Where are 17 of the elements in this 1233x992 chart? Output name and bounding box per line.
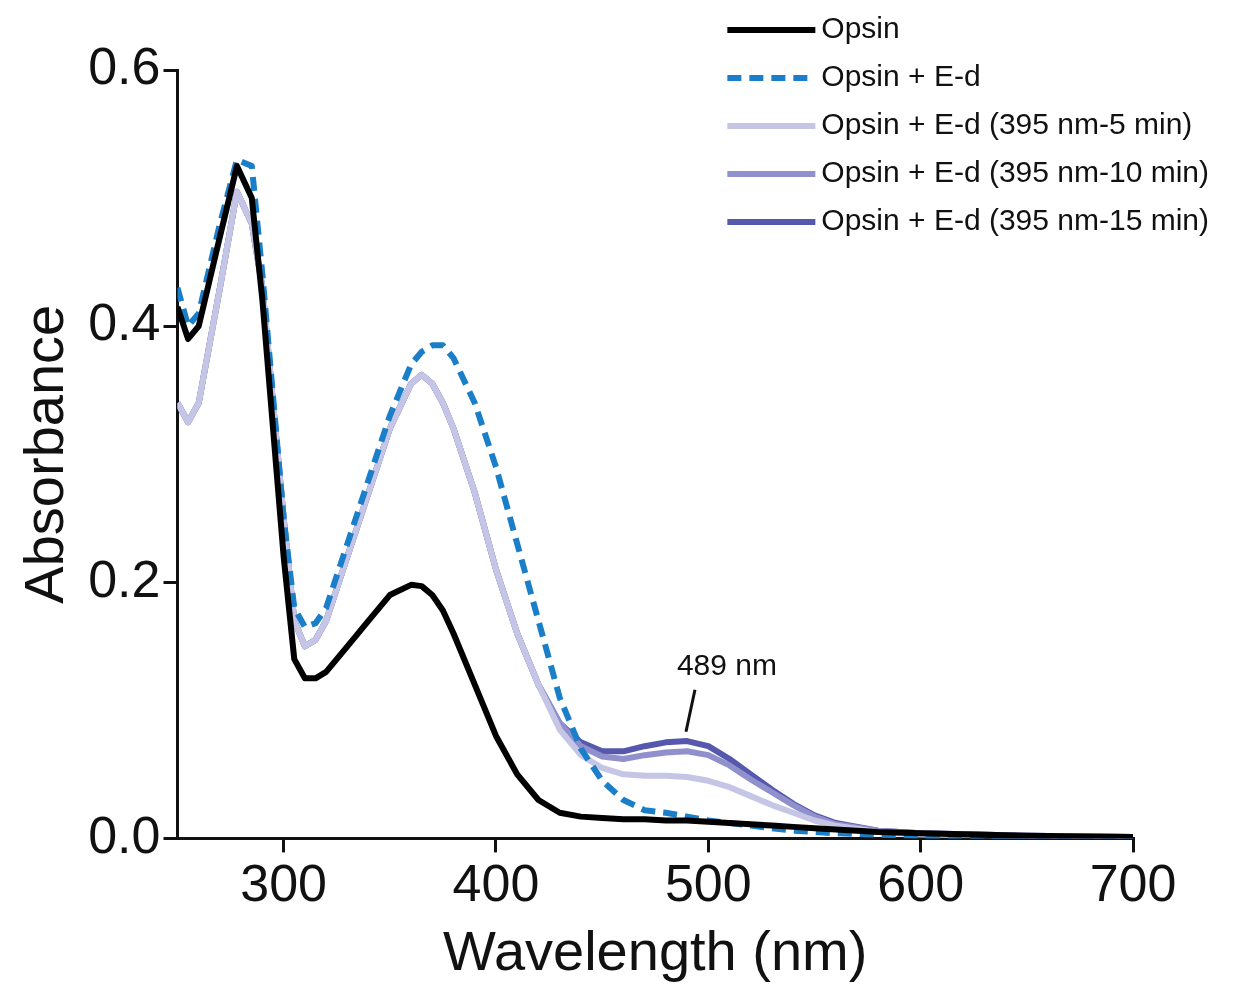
x-tick-label: 500 (664, 853, 752, 912)
x-tick-label: 300 (240, 853, 328, 912)
x-tick-label: 700 (1089, 853, 1177, 912)
x-tick-label: 400 (452, 853, 540, 912)
annotation: 489 nm (676, 648, 778, 682)
y-tick-label: 0.6 (88, 37, 161, 96)
legend-label: Opsin + E-d (395 nm-10 min) (821, 155, 1209, 189)
x-axis-title: Wavelength (nm) (443, 918, 868, 982)
y-tick-label: 0.0 (88, 805, 161, 864)
y-tick-label: 0.2 (88, 549, 161, 608)
legend-label: Opsin (821, 11, 900, 45)
y-axis-title: Absorbance (12, 304, 76, 604)
legend-label: Opsin + E-d (395 nm-5 min) (821, 107, 1193, 141)
legend-label: Opsin + E-d (821, 59, 981, 93)
x-tick-label: 600 (877, 853, 965, 912)
legend-label: Opsin + E-d (395 nm-15 min) (821, 203, 1209, 237)
y-tick-label: 0.4 (88, 293, 161, 352)
